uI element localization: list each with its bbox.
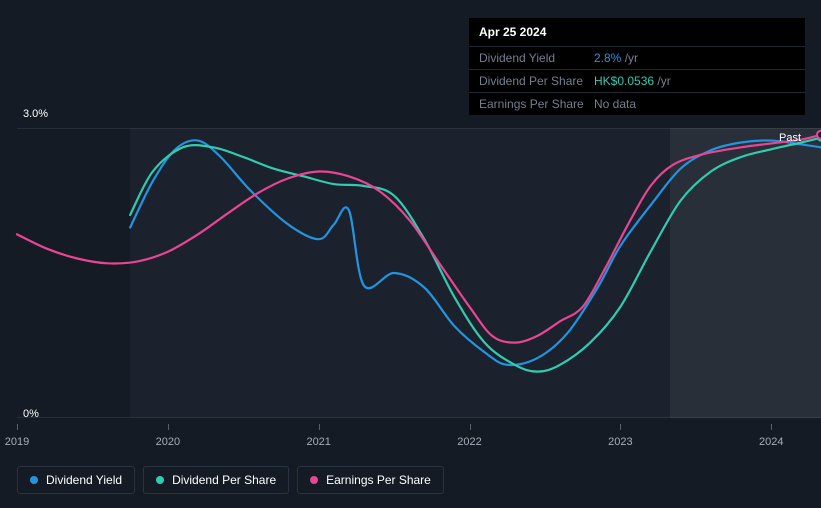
- tooltip-row-dps: Dividend Per Share HK$0.0536 /yr: [469, 69, 805, 92]
- y-axis-min-label: 0%: [23, 408, 39, 420]
- tooltip-row-eps: Earnings Per Share No data: [469, 92, 805, 115]
- tooltip-value: No data: [594, 97, 636, 111]
- tooltip-label: Dividend Per Share: [479, 74, 594, 88]
- x-tick-label: 2019: [5, 436, 29, 448]
- plot-area[interactable]: [17, 128, 821, 418]
- legend: Dividend Yield Dividend Per Share Earnin…: [17, 466, 444, 494]
- tooltip-label: Earnings Per Share: [479, 97, 594, 111]
- legend-label: Dividend Yield: [46, 473, 122, 487]
- dividend-chart: Apr 25 2024 Dividend Yield 2.8% /yr Divi…: [17, 0, 821, 508]
- tooltip-row-yield: Dividend Yield 2.8% /yr: [469, 46, 805, 69]
- x-axis-ticks: 201920202021202220232024: [17, 424, 821, 444]
- x-tick-label: 2022: [457, 436, 481, 448]
- legend-item-yield[interactable]: Dividend Yield: [17, 466, 135, 494]
- x-tick-label: 2023: [608, 436, 632, 448]
- line-series-svg: [17, 128, 821, 418]
- legend-item-eps[interactable]: Earnings Per Share: [297, 466, 444, 494]
- tooltip-label: Dividend Yield: [479, 51, 594, 65]
- y-axis-max-label: 3.0%: [23, 108, 48, 120]
- legend-item-dps[interactable]: Dividend Per Share: [143, 466, 289, 494]
- legend-label: Earnings Per Share: [326, 473, 431, 487]
- tooltip-value: 2.8% /yr: [594, 51, 638, 65]
- hover-tooltip: Apr 25 2024 Dividend Yield 2.8% /yr Divi…: [469, 18, 805, 115]
- x-tick-label: 2021: [306, 436, 330, 448]
- past-region-label: Past: [779, 132, 801, 144]
- x-tick-label: 2024: [759, 436, 783, 448]
- legend-swatch: [30, 476, 38, 484]
- x-tick-label: 2020: [156, 436, 180, 448]
- tooltip-value: HK$0.0536 /yr: [594, 74, 671, 88]
- tooltip-date: Apr 25 2024: [469, 18, 805, 46]
- legend-swatch: [310, 476, 318, 484]
- legend-label: Dividend Per Share: [172, 473, 276, 487]
- legend-swatch: [156, 476, 164, 484]
